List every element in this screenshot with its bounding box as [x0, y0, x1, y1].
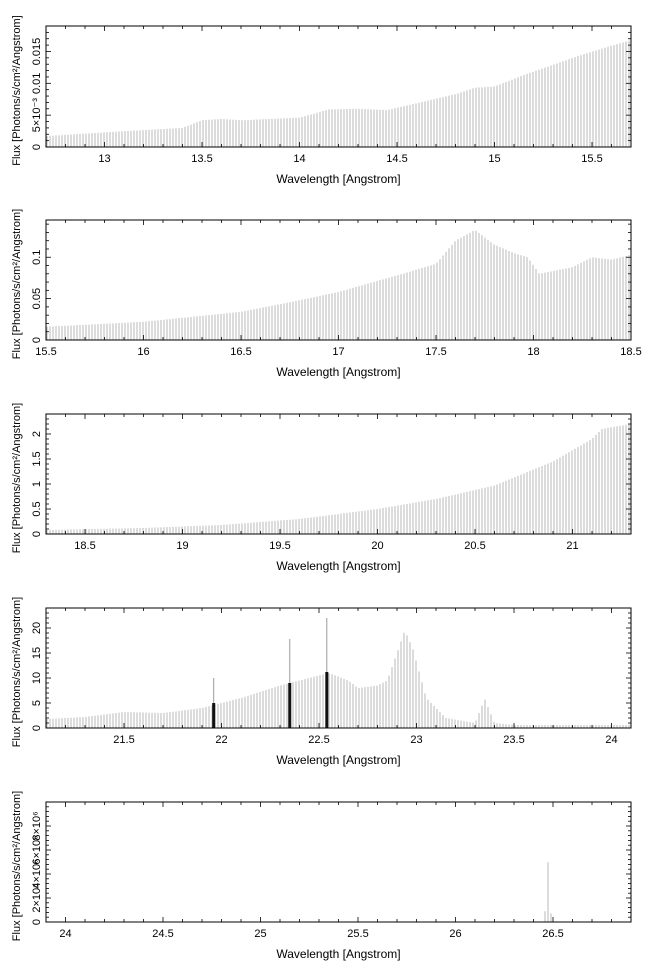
y-tick-label: 20 [31, 622, 43, 634]
x-tick-label: 14.5 [386, 153, 407, 165]
emission-line-core [288, 683, 292, 728]
x-tick-label: 19 [176, 540, 188, 552]
flux-bars [46, 40, 630, 147]
y-tick-label: 15 [31, 647, 43, 659]
y-axis-label: Flux [Photons/s/cm²/Angstrom] [11, 209, 23, 359]
x-axis-label: Wavelength [Angstrom] [276, 753, 400, 767]
x-tick-label: 15.5 [581, 153, 602, 165]
flux-bars [544, 862, 552, 922]
y-tick-label: 2 [31, 431, 43, 437]
x-tick-label: 22 [215, 734, 227, 746]
x-tick-label: 18.5 [620, 346, 641, 358]
x-axis-label: Wavelength [Angstrom] [276, 947, 400, 961]
y-tick-label: 0 [31, 531, 43, 537]
y-tick-label: 0 [31, 144, 43, 150]
x-tick-label: 16 [137, 346, 149, 358]
x-tick-label: 17.5 [425, 346, 446, 358]
spectrum-panel-1: 13 13.5 14 14.5 15 15.5 0 5×10⁻³ 0.01 0.015 Wavele… [11, 15, 632, 186]
x-tick-label: 21.5 [113, 734, 134, 746]
x-tick-label: 23 [410, 734, 422, 746]
y-tick-label: 0 [31, 919, 43, 925]
y-tick-label: 10 [31, 672, 43, 684]
y-tick-label: 0 [31, 337, 43, 343]
x-tick-label: 18.5 [74, 540, 95, 552]
x-tick-label: 26.5 [542, 928, 563, 940]
y-tick-label: 1 [31, 481, 43, 487]
y-tick-label: 0.05 [31, 288, 43, 309]
flux-bars [46, 424, 630, 534]
x-tick-label: 25 [254, 928, 266, 940]
y-tick-label: 0.01 [31, 73, 43, 94]
spectrum-panel-2: 15.5 16 16.5 17 17.5 18 18.5 0 0.05 0.1 Wavelength… [11, 209, 642, 379]
y-tick-label: 8×10⁶ [31, 811, 43, 840]
x-tick-label: 20.5 [464, 540, 485, 552]
x-tick-label: 24.5 [152, 928, 173, 940]
x-tick-label: 13.5 [191, 153, 212, 165]
x-tick-label: 24 [605, 734, 617, 746]
x-tick-label: 14 [293, 153, 305, 165]
spectrum-panel-4: 21.5 22 22.5 23 23.5 24 0 5 10 15 20 Wavelength [An… [11, 597, 632, 767]
x-tick-label: 24 [59, 928, 71, 940]
emission-line-core [325, 672, 329, 728]
y-axis-label: Flux [Photons/s/cm²/Angstrom] [11, 403, 23, 553]
y-tick-label: 4×10⁶ [31, 859, 43, 888]
x-axis-label: Wavelength [Angstrom] [276, 559, 400, 573]
x-tick-label: 13 [98, 153, 110, 165]
x-tick-label: 26 [449, 928, 461, 940]
spectrum-panel-3: 18.5 19 19.5 20 20.5 21 0 0.5 1 1.5 2 Wavelength [A… [11, 403, 632, 573]
x-tick-label: 19.5 [269, 540, 290, 552]
y-tick-label: 0 [31, 725, 43, 731]
y-axis-label: Flux [Photons/s/cm²/Angstrom] [11, 597, 23, 747]
y-tick-label: 5×10⁻³ [31, 98, 43, 133]
flux-bars [46, 632, 630, 728]
x-tick-label: 15 [488, 153, 500, 165]
x-tick-label: 23.5 [503, 734, 524, 746]
x-tick-label: 15.5 [35, 346, 56, 358]
y-tick-label: 0.1 [31, 250, 43, 265]
x-axis-label: Wavelength [Angstrom] [276, 172, 400, 186]
x-tick-label: 16.5 [230, 346, 251, 358]
emission-line-core [212, 703, 216, 728]
y-tick-label: 1.5 [31, 451, 43, 466]
x-axis-label: Wavelength [Angstrom] [276, 365, 400, 379]
y-tick-label: 0.5 [31, 501, 43, 516]
y-tick-label: 0.015 [31, 38, 43, 66]
flux-bars [46, 230, 630, 340]
plot-frame [45, 801, 632, 923]
x-tick-label: 18 [527, 346, 539, 358]
x-tick-label: 22.5 [308, 734, 329, 746]
y-axis-label: Flux [Photons/s/cm²/Angstrom] [11, 15, 23, 165]
x-tick-label: 20 [371, 540, 383, 552]
y-tick-label: 6×10⁶ [31, 835, 43, 864]
y-axis-label: Flux [Photons/s/cm²/Angstrom] [11, 791, 23, 941]
x-tick-label: 21 [566, 540, 578, 552]
y-tick-label: 2×10⁶ [31, 883, 43, 912]
x-tick-label: 17 [332, 346, 344, 358]
y-tick-label: 5 [31, 700, 43, 706]
x-tick-label: 25.5 [347, 928, 368, 940]
